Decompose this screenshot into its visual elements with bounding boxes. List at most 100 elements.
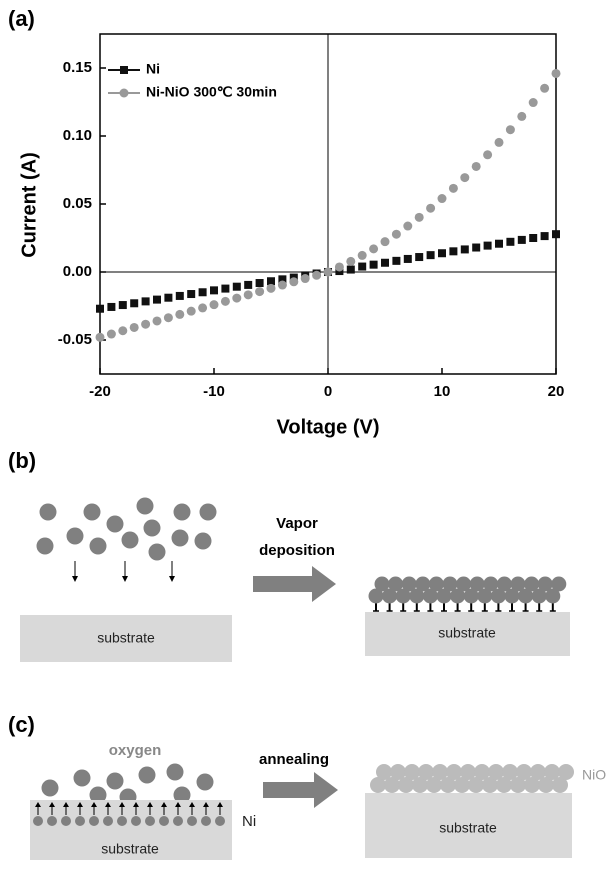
marker [358, 262, 367, 271]
x-axis-label: Voltage (V) [277, 416, 380, 438]
particle [490, 588, 506, 604]
x-tick-label: 0 [324, 383, 332, 400]
particles [36, 497, 217, 582]
arrow-label: deposition [259, 542, 335, 559]
particle [469, 576, 485, 592]
marker [129, 322, 139, 332]
marker [323, 267, 333, 277]
marker [278, 275, 287, 284]
particle [456, 576, 472, 592]
particle [415, 576, 431, 592]
marker [449, 247, 458, 256]
nio-particle [404, 764, 420, 780]
particle [496, 576, 512, 592]
particle [524, 576, 540, 592]
marker [141, 297, 150, 306]
arrow-head [35, 802, 41, 807]
ni-layer [33, 802, 225, 826]
layer-label: Ni [242, 813, 256, 830]
arrow-head [203, 802, 209, 807]
arrow-head [217, 802, 223, 807]
particle [537, 576, 553, 592]
ni-atom [75, 816, 85, 826]
marker [369, 244, 379, 254]
particle [89, 786, 107, 804]
particle [143, 519, 161, 537]
particle [483, 576, 499, 592]
particle [510, 576, 526, 592]
marker [551, 68, 561, 78]
substrate [30, 800, 232, 860]
substrate [365, 793, 572, 858]
particle [477, 588, 493, 604]
particle [504, 588, 520, 604]
arrow-head [63, 802, 69, 807]
nio-particle [412, 777, 428, 793]
particle [545, 588, 561, 604]
x-tick-label: -20 [89, 383, 111, 400]
marker [380, 237, 390, 247]
particle [121, 531, 139, 549]
particle [436, 588, 452, 604]
panel-label: (c) [8, 712, 35, 737]
nio-particle [524, 777, 540, 793]
marker [163, 313, 173, 323]
marker [175, 309, 185, 319]
particle [136, 497, 154, 515]
marker [130, 299, 139, 308]
marker [289, 277, 299, 287]
particle [196, 773, 214, 791]
marker [426, 251, 435, 260]
arrow-head [169, 576, 175, 582]
particle [374, 576, 390, 592]
particle [138, 766, 156, 784]
nio-particle [488, 764, 504, 780]
ni-atom [145, 816, 155, 826]
y-axis-label: Current (A) [18, 152, 40, 258]
particle [531, 588, 547, 604]
marker [357, 250, 367, 260]
arrow-head [72, 576, 78, 582]
particle [89, 537, 107, 555]
panel-label: (a) [8, 6, 35, 31]
particle [66, 527, 84, 545]
ni-atom [173, 816, 183, 826]
nio-particle [552, 777, 568, 793]
substrate [20, 615, 232, 662]
marker [266, 283, 276, 293]
arrow-head [49, 802, 55, 807]
marker [448, 183, 458, 193]
ni-atom [89, 816, 99, 826]
nio-particle [530, 764, 546, 780]
marker [232, 282, 241, 291]
nio-particle [370, 777, 386, 793]
arrow-label: annealing [259, 751, 329, 768]
substrate-label: substrate [97, 630, 155, 646]
particle [173, 503, 191, 521]
nio-particle [538, 777, 554, 793]
nio-particle [426, 777, 442, 793]
nio-particle [390, 764, 406, 780]
particle [463, 588, 479, 604]
nio-particle [454, 777, 470, 793]
ni-atom [159, 816, 169, 826]
particle [148, 543, 166, 561]
x-tick-label: 20 [548, 383, 565, 400]
marker [107, 302, 116, 311]
nio-particle [482, 777, 498, 793]
arrow-label: Vapor [276, 515, 318, 532]
legend-marker [120, 66, 128, 74]
nio-particle [496, 777, 512, 793]
marker [220, 296, 230, 306]
ni-atom [131, 816, 141, 826]
arrow-head [119, 802, 125, 807]
y-tick-label: 0.15 [63, 59, 92, 76]
marker [198, 288, 207, 297]
arrow-head [122, 576, 128, 582]
marker [494, 137, 504, 147]
nio-particle [516, 764, 532, 780]
nio-particle [502, 764, 518, 780]
substrate [365, 612, 570, 656]
particle [409, 588, 425, 604]
